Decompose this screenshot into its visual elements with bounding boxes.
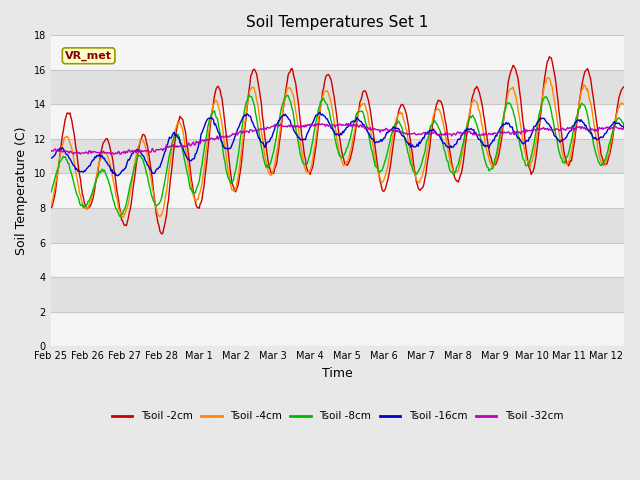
Bar	[51, 139, 624, 173]
Bar	[51, 70, 624, 104]
X-axis label: Time: Time	[322, 367, 353, 380]
Bar	[51, 242, 624, 277]
Bar	[51, 36, 624, 70]
Text: VR_met: VR_met	[65, 51, 112, 61]
Y-axis label: Soil Temperature (C): Soil Temperature (C)	[15, 127, 28, 255]
Bar	[51, 208, 624, 242]
Bar	[51, 104, 624, 139]
Legend: Tsoil -2cm, Tsoil -4cm, Tsoil -8cm, Tsoil -16cm, Tsoil -32cm: Tsoil -2cm, Tsoil -4cm, Tsoil -8cm, Tsoi…	[108, 408, 568, 426]
Bar	[51, 277, 624, 312]
Bar	[51, 312, 624, 346]
Title: Soil Temperatures Set 1: Soil Temperatures Set 1	[246, 15, 429, 30]
Bar	[51, 173, 624, 208]
